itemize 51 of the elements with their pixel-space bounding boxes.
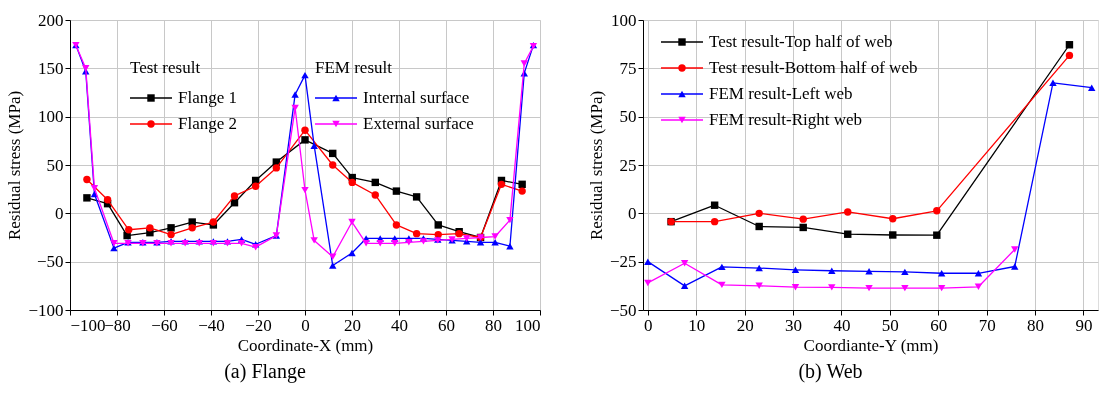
legend-label: Flange 1: [178, 88, 238, 107]
x-tick-label: −20: [245, 315, 272, 335]
x-tick-label: 60: [930, 315, 948, 335]
y-tick-label: 50: [619, 107, 637, 127]
y-tick-label: 0: [55, 203, 64, 223]
legend-label: FEM result-Left web: [709, 84, 853, 103]
x-tick-label: 60: [438, 315, 455, 335]
x-tick-label: 0: [301, 315, 310, 335]
x-tick-label: 100: [515, 315, 541, 335]
x-tick-label: 50: [881, 315, 899, 335]
y-tick-label: −50: [36, 252, 64, 272]
annotation: Test result: [130, 58, 201, 77]
annotation: FEM result: [315, 58, 393, 77]
legend-label: FEM result-Right web: [709, 110, 862, 129]
y-tick-label: −25: [609, 252, 637, 272]
x-tick-label: −80: [104, 315, 131, 335]
legend-label: Internal surface: [363, 88, 470, 107]
y-tick-label: −100: [28, 300, 64, 320]
x-tick-label: 80: [1027, 315, 1045, 335]
x-tick-label: 20: [344, 315, 361, 335]
y-tick-label: 50: [46, 155, 64, 175]
x-tick-label: −60: [151, 315, 178, 335]
text: (b) Web: [798, 360, 863, 383]
y-tick-label: 200: [38, 10, 64, 30]
legend-label: Test result-Bottom half of web: [709, 58, 918, 77]
x-axis-title: Coordinate-X (mm): [237, 335, 374, 355]
y-axis-title: Residual stress (MPa): [5, 90, 25, 241]
x-tick-label: 20: [736, 315, 754, 335]
y-axis-title: Residual stress (MPa): [586, 90, 606, 241]
y-tick-label: 150: [38, 58, 64, 78]
x-tick-label: 40: [833, 315, 851, 335]
x-tick-label: −100: [70, 315, 106, 335]
x-tick-label: 30: [785, 315, 803, 335]
x-tick-label: 10: [688, 315, 706, 335]
legend-label: Test result-Top half of web: [709, 32, 893, 51]
x-tick-label: 80: [485, 315, 502, 335]
y-tick-label: 100: [611, 10, 637, 30]
x-tick-label: −40: [198, 315, 225, 335]
x-tick-label: 90: [1075, 315, 1093, 335]
x-tick-label: 70: [978, 315, 996, 335]
y-tick-label: 100: [38, 107, 64, 127]
x-tick-label: 0: [644, 315, 653, 335]
y-tick-label: −50: [609, 300, 637, 320]
legend-label: Flange 2: [178, 114, 238, 133]
y-tick-label: 0: [628, 203, 637, 223]
legend-label: External surface: [363, 114, 474, 133]
text: (a) Flange: [224, 360, 306, 383]
y-tick-label: 75: [619, 58, 637, 78]
x-tick-label: 40: [391, 315, 408, 335]
y-tick-label: 25: [619, 155, 637, 175]
x-axis-title: Coordiante-Y (mm): [803, 335, 939, 355]
